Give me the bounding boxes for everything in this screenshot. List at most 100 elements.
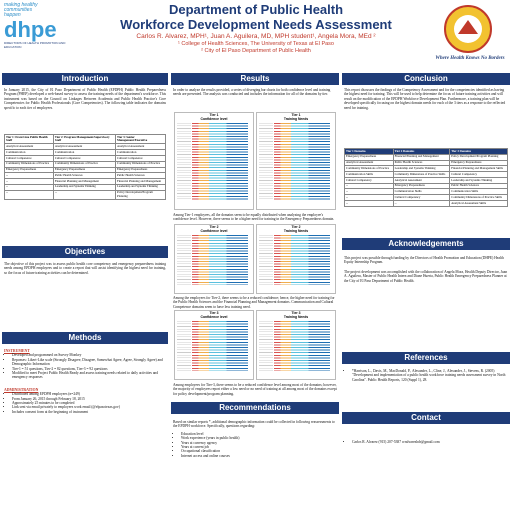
table-header-cell: Tier 2: Program Management/Supervisory S… — [52, 133, 117, 145]
section-heading: Objectives — [2, 246, 168, 258]
logo-name: dhpe — [4, 17, 57, 42]
chart-title: Tier 2 Training Needs — [257, 225, 335, 233]
bullet-item: Link sent via email privately to employe… — [12, 405, 166, 409]
table-cell: Analytical Assessment Skills — [449, 200, 508, 207]
section-heading: Recommendations — [171, 402, 339, 414]
paragraph: In January 2015, the City of El Paso Dep… — [4, 88, 166, 110]
paragraph: Among employees for Tier-3, there seems … — [173, 383, 337, 396]
chart-labels — [176, 123, 192, 201]
authors: Carlos R. Alvarez, MPH¹, Juan A. Aguiler… — [136, 33, 376, 40]
chart: Tier 3 Training Needs — [256, 310, 336, 380]
chart-plot — [274, 123, 331, 201]
section-heading: Acknowledgements — [342, 238, 510, 250]
chart-labels — [258, 235, 274, 285]
bullet-item: Occupational classification — [181, 449, 337, 453]
table-cell: -- — [344, 200, 394, 207]
chart-title-line: Tier 3 — [291, 311, 301, 315]
paragraph: This report discusses the findings of th… — [344, 88, 506, 110]
paragraph: Based on similar reports *, additional d… — [173, 420, 335, 429]
methods: INSTRUMENT Developed and programmed on S… — [4, 347, 166, 414]
paragraph: In order to analyze the results provided… — [173, 88, 331, 97]
chart-title-line: Tier 1 — [209, 113, 219, 117]
chart-subtitle: Training Needs — [283, 117, 309, 121]
domain-table: Tier 1 Domains Tier 2 Domains Tier 3 Domai… — [344, 148, 508, 207]
bullet-list: Carlos R. Alvarez (915) 207-5387 crralva… — [344, 440, 508, 444]
chart-plot — [192, 123, 249, 201]
bullet-item: Developed and programmed on Survey Monke… — [12, 353, 166, 357]
table-cell: -- — [52, 189, 117, 201]
domain-table: Tier 1: Front Line Public Health Staff Ti… — [4, 133, 166, 201]
paragraph: The objective of this project was to ass… — [4, 262, 166, 275]
bullet-list: Developed and programmed on Survey Monke… — [4, 353, 166, 379]
section-heading: Results — [171, 73, 339, 85]
chart-plot — [274, 321, 331, 371]
title: Workforce Development Needs Assessment — [120, 17, 392, 32]
table-header-cell: Tier 1: Front Line Public Health Staff — [4, 133, 54, 145]
affiliation: ² City of El Paso Department of Public H… — [201, 48, 311, 54]
chart-subtitle: Training Needs — [283, 229, 309, 233]
title-block: Department of Public Health Workforce De… — [90, 2, 422, 55]
section-heading: Introduction — [2, 73, 168, 85]
bullet-item: Approximately 25 minutes to be completed — [12, 401, 166, 405]
bullet-item: Years at currency agency — [181, 441, 337, 445]
chart-labels — [176, 235, 192, 285]
references: *Harrison, L., Davis, M., MacDonald, P.,… — [344, 369, 508, 382]
table: Tier 1: Front Line Public Health Staff Ti… — [4, 133, 166, 201]
chart-plot — [274, 235, 331, 285]
paragraph: The project development was accomplished… — [344, 270, 508, 283]
chart-title-line: Tier 3 — [209, 311, 219, 315]
logo: making healthy communities happen dhpe D… — [4, 3, 74, 65]
bullet-item: Includes consent form at the beginning o… — [12, 410, 166, 414]
chart-title: Tier 1 Confidence level — [175, 113, 253, 121]
bullet-item: Reponses: Likert-Like scale (Strongly Di… — [12, 358, 166, 367]
chart-labels — [258, 321, 274, 371]
logo-caption: DIRECTORS OF HEALTH PROMOTION AND EDUCAT… — [4, 41, 66, 49]
bullet-item: Carlos R. Alvarez (915) 207-5387 crralva… — [352, 440, 508, 444]
paragraph: This project was possible through fundin… — [344, 256, 504, 265]
chart: Tier 2 Training Needs — [256, 224, 336, 294]
table-row: -- -- Analytical Assessment Skills — [344, 200, 508, 207]
bullet-item: From January 26, 2015 through February 1… — [12, 397, 166, 401]
subheading: INSTRUMENT — [4, 349, 30, 353]
bullet-item: *Harrison, L., Davis, M., MacDonald, P.,… — [352, 369, 508, 382]
bullet-item: Tier-1 = 51 questions, Tier-2 = 82 quest… — [12, 367, 166, 371]
title: Department of Public Health — [168, 2, 344, 17]
chart-title: Tier 3 Training Needs — [257, 311, 335, 319]
table-row: Tier 1: Front Line Public Health Staff Ti… — [4, 133, 166, 145]
chart-subtitle: Confidence level — [200, 229, 228, 233]
bullet-item: Distributed among EPDPH employees (n=249… — [12, 392, 166, 396]
table-row: Community Dimensions of Practice Communit… — [4, 160, 166, 168]
chart-title: Tier 2 Confidence level — [175, 225, 253, 233]
chart-labels — [258, 123, 274, 201]
chart-subtitle: Confidence level — [200, 315, 228, 319]
chart-title-line: Tier 2 — [209, 225, 219, 229]
chart-subtitle: Training Needs — [283, 315, 309, 319]
bullet-list: Distributed among EPDPH employees (n=249… — [4, 392, 166, 414]
subheading: ADMINISTRATION — [4, 387, 39, 392]
bullet-list: Education levelWork experience (years in… — [173, 432, 337, 458]
table-row: -- -- Policy Development/Program Planning — [4, 189, 166, 201]
slogan: Where Health Knows No Borders — [435, 56, 505, 61]
section-heading: Conclusion — [342, 73, 510, 85]
contact: Carlos R. Alvarez (915) 207-5387 crralva… — [344, 440, 508, 444]
bullet-item: Work experience (years in public health) — [181, 436, 337, 440]
section-heading: Methods — [2, 332, 168, 344]
section-heading: Contact — [342, 412, 510, 424]
chart-title: Tier 3 Confidence level — [175, 311, 253, 319]
table-header-cell: Tier 3: Senior Management/Executive — [115, 133, 166, 145]
chart: Tier 1 Training Needs — [256, 112, 336, 210]
bullet-item: Modified to meet Project Public Health R… — [12, 371, 166, 380]
logo-tagline: making healthy communities happen — [4, 2, 38, 18]
chart-title-line: Tier 2 — [291, 225, 301, 229]
table-cell: Policy Development/Program Planning — [115, 189, 166, 201]
chart-subtitle: Confidence level — [200, 117, 228, 121]
affiliation: ¹ College of Health Sciences, The Univer… — [177, 41, 334, 47]
chart-title-line: Tier 1 — [291, 113, 301, 117]
chart: Tier 2 Confidence level — [174, 224, 254, 294]
table-cell: -- — [4, 189, 54, 201]
chart-title: Tier 1 Training Needs — [257, 113, 335, 121]
chart-plot — [192, 321, 249, 371]
seal — [444, 5, 492, 53]
paragraph: Among Tier-1 employees, all the domains … — [173, 213, 335, 222]
